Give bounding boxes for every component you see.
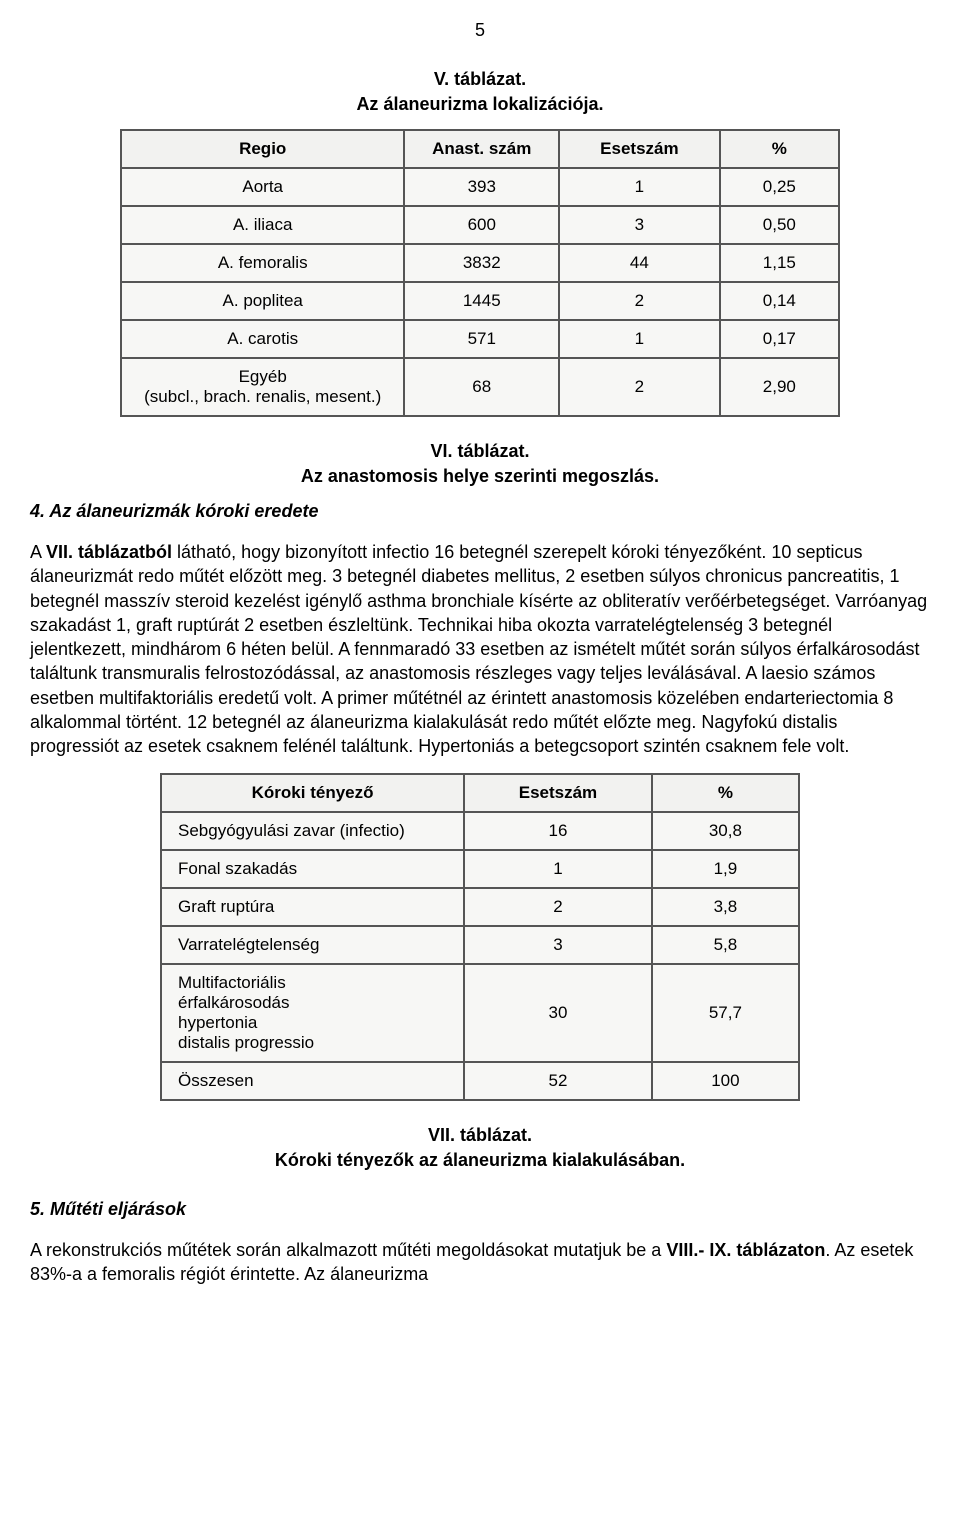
table-5: RegioAnast. számEsetszám% Aorta39310,25A…	[120, 129, 840, 417]
table-5-cell: 1	[559, 168, 720, 206]
table-7-cell: Varratelégtelenség	[161, 926, 464, 964]
table-7-cell: 3	[464, 926, 652, 964]
para-bold-ref: VII. táblázatból	[46, 542, 172, 562]
table-5-header-cell: %	[720, 130, 839, 168]
table-5-cell: A. iliaca	[121, 206, 404, 244]
table-7-cell: 2	[464, 888, 652, 926]
page-number: 5	[30, 20, 930, 41]
table-5-cell: 0,25	[720, 168, 839, 206]
table-7-cell: 30	[464, 964, 652, 1062]
table-row: Egyéb (subcl., brach. renalis, mesent.)6…	[121, 358, 839, 416]
table-7: Kóroki tényezőEsetszám% Sebgyógyulási za…	[160, 773, 800, 1101]
table-7-cell: Sebgyógyulási zavar (infectio)	[161, 812, 464, 850]
table-row: Graft ruptúra23,8	[161, 888, 799, 926]
table-5-cell: 0,14	[720, 282, 839, 320]
paragraph-section-4: A VII. táblázatból látható, hogy bizonyí…	[30, 540, 930, 759]
caption-5-line2: Az álaneurizma lokalizációja.	[30, 94, 930, 115]
caption-7-line1: VII. táblázat.	[30, 1125, 930, 1146]
section-4-heading: 4. Az álaneurizmák kóroki eredete	[30, 501, 930, 522]
table-row: A. carotis57110,17	[121, 320, 839, 358]
table-5-cell: 1	[559, 320, 720, 358]
table-5-cell: A. poplitea	[121, 282, 404, 320]
table-5-cell: 1445	[404, 282, 559, 320]
caption-table-6: VI. táblázat. Az anastomosis helye szeri…	[30, 441, 930, 487]
para-rest: látható, hogy bizonyított infectio 16 be…	[30, 542, 927, 756]
para2-bold-ref: VIII.- IX. táblázaton	[666, 1240, 825, 1260]
table-5-cell: 571	[404, 320, 559, 358]
table-7-wrap: Kóroki tényezőEsetszám% Sebgyógyulási za…	[30, 773, 930, 1101]
table-row: Fonal szakadás11,9	[161, 850, 799, 888]
caption-6-line1: VI. táblázat.	[30, 441, 930, 462]
table-7-cell: 5,8	[652, 926, 799, 964]
table-7-cell: 52	[464, 1062, 652, 1100]
table-7-header-cell: %	[652, 774, 799, 812]
table-7-header-cell: Esetszám	[464, 774, 652, 812]
table-5-cell: 3	[559, 206, 720, 244]
table-5-cell: 0,17	[720, 320, 839, 358]
table-row: A. iliaca60030,50	[121, 206, 839, 244]
para-prefix: A	[30, 542, 46, 562]
table-5-header-cell: Regio	[121, 130, 404, 168]
table-7-cell: Fonal szakadás	[161, 850, 464, 888]
table-5-header-cell: Esetszám	[559, 130, 720, 168]
caption-table-5: V. táblázat. Az álaneurizma lokalizációj…	[30, 69, 930, 115]
table-5-cell: Aorta	[121, 168, 404, 206]
table-7-cell: 16	[464, 812, 652, 850]
table-7-cell: 1	[464, 850, 652, 888]
table-7-header-cell: Kóroki tényező	[161, 774, 464, 812]
table-row: A. femoralis3832441,15	[121, 244, 839, 282]
table-row: A. poplitea144520,14	[121, 282, 839, 320]
table-5-cell: 2,90	[720, 358, 839, 416]
table-5-wrap: RegioAnast. számEsetszám% Aorta39310,25A…	[30, 129, 930, 417]
table-row: Varratelégtelenség35,8	[161, 926, 799, 964]
paragraph-section-5: A rekonstrukciós műtétek során alkalmazo…	[30, 1238, 930, 1287]
table-5-cell: 600	[404, 206, 559, 244]
table-5-cell: 1,15	[720, 244, 839, 282]
table-5-cell: A. carotis	[121, 320, 404, 358]
caption-7-line2: Kóroki tényezők az álaneurizma kialakulá…	[30, 1150, 930, 1171]
table-5-header-cell: Anast. szám	[404, 130, 559, 168]
table-7-cell: 30,8	[652, 812, 799, 850]
table-row: Aorta39310,25	[121, 168, 839, 206]
table-row: Sebgyógyulási zavar (infectio)1630,8	[161, 812, 799, 850]
table-7-cell: Multifactoriális érfalkárosodás hyperton…	[161, 964, 464, 1062]
table-7-cell: 1,9	[652, 850, 799, 888]
para2-start: A rekonstrukciós műtétek során alkalmazo…	[30, 1240, 666, 1260]
table-7-cell: Graft ruptúra	[161, 888, 464, 926]
caption-table-7: VII. táblázat. Kóroki tényezők az álaneu…	[30, 1125, 930, 1171]
caption-6-line2: Az anastomosis helye szerinti megoszlás.	[30, 466, 930, 487]
table-5-cell: 2	[559, 358, 720, 416]
table-5-cell: Egyéb (subcl., brach. renalis, mesent.)	[121, 358, 404, 416]
table-5-cell: 0,50	[720, 206, 839, 244]
table-row: Multifactoriális érfalkárosodás hyperton…	[161, 964, 799, 1062]
caption-5-line1: V. táblázat.	[30, 69, 930, 90]
table-5-cell: 393	[404, 168, 559, 206]
table-7-cell: 100	[652, 1062, 799, 1100]
table-5-cell: 44	[559, 244, 720, 282]
table-5-cell: 2	[559, 282, 720, 320]
table-5-cell: A. femoralis	[121, 244, 404, 282]
table-5-cell: 68	[404, 358, 559, 416]
section-5-heading: 5. Műtéti eljárások	[30, 1199, 930, 1220]
table-7-cell: Összesen	[161, 1062, 464, 1100]
table-row: Összesen52100	[161, 1062, 799, 1100]
table-7-cell: 57,7	[652, 964, 799, 1062]
table-7-cell: 3,8	[652, 888, 799, 926]
table-5-cell: 3832	[404, 244, 559, 282]
